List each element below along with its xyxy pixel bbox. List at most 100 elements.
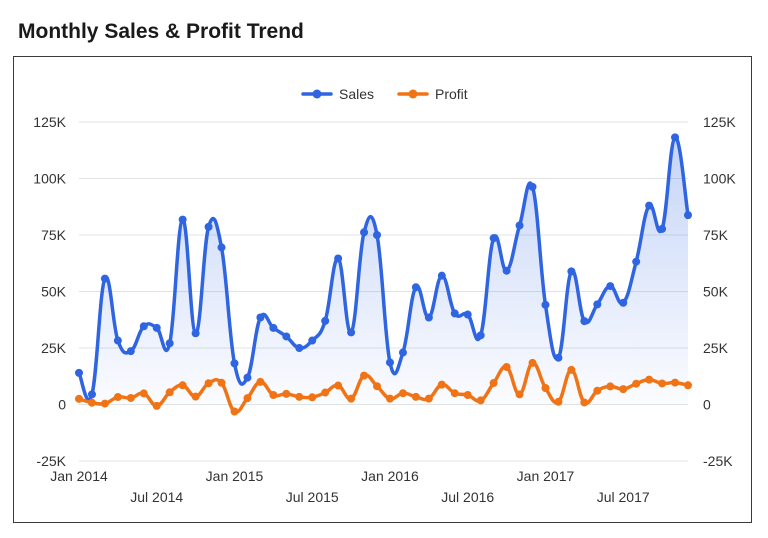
profit-point[interactable] — [308, 393, 317, 402]
sales-point[interactable] — [191, 329, 200, 338]
profit-point[interactable] — [347, 394, 356, 403]
sales-point[interactable] — [567, 267, 576, 276]
profit-point[interactable] — [463, 391, 472, 400]
profit-point[interactable] — [126, 393, 135, 402]
sales-point[interactable] — [450, 309, 459, 318]
sales-point[interactable] — [645, 201, 654, 210]
sales-point[interactable] — [476, 331, 485, 340]
sales-point[interactable] — [489, 234, 498, 243]
profit-point[interactable] — [580, 398, 589, 407]
sales-point[interactable] — [373, 231, 382, 239]
profit-point[interactable] — [165, 388, 174, 397]
profit-point[interactable] — [489, 379, 498, 388]
legend-item-sales[interactable]: Sales — [301, 86, 374, 102]
sales-point[interactable] — [515, 221, 524, 230]
profit-point[interactable] — [632, 379, 641, 388]
sales-point[interactable] — [321, 316, 330, 325]
sales-point[interactable] — [87, 390, 96, 399]
sales-point[interactable] — [126, 347, 135, 356]
profit-point[interactable] — [230, 407, 239, 416]
profit-point[interactable] — [658, 379, 667, 388]
profit-point[interactable] — [139, 389, 148, 398]
sales-point[interactable] — [632, 257, 641, 266]
profit-point[interactable] — [282, 389, 291, 398]
profit-point[interactable] — [645, 375, 654, 384]
y-tick-label-right: 100K — [703, 171, 736, 187]
sales-point[interactable] — [295, 344, 304, 352]
sales-point[interactable] — [152, 323, 161, 332]
profit-point[interactable] — [437, 380, 446, 389]
profit-point[interactable] — [373, 382, 382, 391]
sales-point[interactable] — [100, 274, 109, 283]
profit-point[interactable] — [567, 365, 576, 374]
sales-point[interactable] — [606, 282, 615, 291]
profit-point[interactable] — [113, 393, 122, 402]
sales-point[interactable] — [593, 300, 602, 309]
profit-point[interactable] — [554, 397, 563, 406]
sales-point[interactable] — [463, 310, 472, 319]
sales-point[interactable] — [282, 332, 291, 341]
profit-point[interactable] — [217, 378, 226, 387]
sales-point[interactable] — [256, 313, 265, 322]
profit-point[interactable] — [450, 389, 459, 398]
y-axis-right: -25K 0 25K 50K 75K 100K 125K — [703, 114, 736, 469]
profit-point[interactable] — [295, 392, 304, 401]
profit-point[interactable] — [541, 384, 550, 392]
sales-point[interactable] — [528, 182, 537, 191]
sales-point[interactable] — [165, 339, 174, 348]
sales-point[interactable] — [671, 133, 680, 142]
profit-point[interactable] — [476, 396, 485, 405]
sales-point[interactable] — [684, 211, 692, 220]
sales-point[interactable] — [658, 224, 667, 233]
sales-point[interactable] — [230, 359, 239, 368]
sales-point[interactable] — [437, 271, 446, 280]
sales-point[interactable] — [139, 322, 148, 331]
profit-point[interactable] — [385, 394, 394, 403]
profit-point[interactable] — [334, 381, 343, 390]
profit-point[interactable] — [178, 381, 187, 390]
sales-point[interactable] — [113, 336, 122, 345]
profit-point[interactable] — [593, 386, 602, 395]
sales-point[interactable] — [502, 266, 511, 275]
profit-point[interactable] — [515, 390, 524, 399]
sales-point[interactable] — [334, 254, 343, 263]
profit-point[interactable] — [528, 358, 537, 367]
profit-point[interactable] — [606, 382, 615, 391]
sales-point[interactable] — [398, 348, 407, 357]
sales-point[interactable] — [411, 283, 420, 292]
sales-point[interactable] — [360, 228, 369, 237]
profit-point[interactable] — [191, 392, 200, 401]
profit-point[interactable] — [684, 381, 692, 390]
profit-point[interactable] — [243, 394, 252, 403]
profit-point[interactable] — [502, 362, 511, 371]
profit-point[interactable] — [87, 398, 96, 407]
profit-point[interactable] — [411, 392, 420, 401]
sales-point[interactable] — [541, 300, 550, 309]
legend-item-profit[interactable]: Profit — [397, 86, 468, 102]
profit-point[interactable] — [75, 394, 83, 403]
profit-point[interactable] — [424, 394, 433, 403]
sales-point[interactable] — [308, 336, 317, 345]
profit-point[interactable] — [204, 379, 213, 388]
profit-point[interactable] — [256, 377, 265, 386]
sales-point[interactable] — [204, 222, 213, 231]
sales-point[interactable] — [619, 298, 628, 307]
profit-point[interactable] — [671, 378, 680, 387]
sales-point[interactable] — [243, 373, 252, 382]
sales-point[interactable] — [178, 215, 187, 224]
sales-point[interactable] — [424, 313, 433, 322]
profit-point[interactable] — [360, 371, 369, 380]
profit-point[interactable] — [152, 401, 161, 410]
profit-point[interactable] — [321, 388, 330, 397]
sales-point[interactable] — [217, 243, 226, 252]
profit-point[interactable] — [398, 389, 407, 398]
sales-point[interactable] — [347, 328, 356, 337]
sales-point[interactable] — [554, 353, 563, 362]
sales-point[interactable] — [75, 368, 83, 377]
sales-point[interactable] — [580, 317, 589, 326]
profit-point[interactable] — [269, 391, 278, 400]
profit-point[interactable] — [619, 385, 628, 394]
sales-point[interactable] — [385, 358, 394, 367]
sales-point[interactable] — [269, 323, 278, 332]
profit-point[interactable] — [100, 399, 109, 408]
